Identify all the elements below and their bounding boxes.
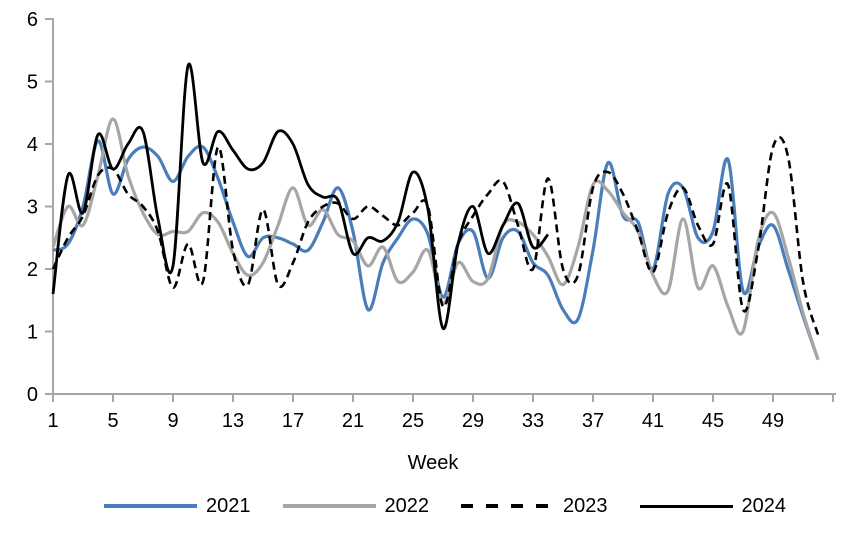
legend-label-2023: 2023 <box>563 495 608 517</box>
legend-item-2024: 2024 <box>639 493 787 519</box>
x-tick-label: 13 <box>222 410 244 432</box>
y-tick-label: 4 <box>27 134 38 156</box>
x-axis-title: Week <box>407 452 459 474</box>
legend-line-2023-icon <box>461 504 554 508</box>
x-tick-label: 17 <box>282 410 304 432</box>
x-tick-label: 33 <box>522 410 544 432</box>
x-tick-label: 37 <box>582 410 604 432</box>
y-tick-label: 5 <box>27 72 38 94</box>
legend: 2021 2022 2023 2024 <box>104 493 786 519</box>
y-tick-label: 1 <box>27 322 38 344</box>
legend-item-2023: 2023 <box>461 493 608 519</box>
x-tick-label: 45 <box>702 410 724 432</box>
legend-line-2024-icon <box>639 504 733 508</box>
legend-label-2024: 2024 <box>741 495 787 517</box>
y-tick-label: 6 <box>27 9 38 31</box>
series-line-2023 <box>51 136 820 335</box>
series-line-2024 <box>51 62 550 330</box>
x-tick-label: 41 <box>642 410 664 432</box>
x-tick-label: 9 <box>167 410 178 432</box>
y-tick-label: 2 <box>27 259 38 281</box>
legend-line-2021-icon <box>104 504 197 508</box>
x-tick-label: 21 <box>342 410 364 432</box>
x-tick-label: 5 <box>107 410 118 432</box>
x-tick-label: 29 <box>462 410 484 432</box>
legend-item-2022: 2022 <box>282 493 430 519</box>
y-tick-label: 0 <box>27 384 38 406</box>
x-tick-label: 1 <box>47 410 58 432</box>
legend-label-2021: 2021 <box>206 495 251 517</box>
legend-line-2022-icon <box>282 504 376 508</box>
y-tick-label: 3 <box>27 197 38 219</box>
x-tick-label: 49 <box>762 410 784 432</box>
series-line-2021 <box>52 139 820 361</box>
x-tick-label: 25 <box>402 410 424 432</box>
legend-item-2021: 2021 <box>104 493 251 519</box>
legend-label-2022: 2022 <box>384 495 430 517</box>
series-line-2022 <box>51 117 820 361</box>
